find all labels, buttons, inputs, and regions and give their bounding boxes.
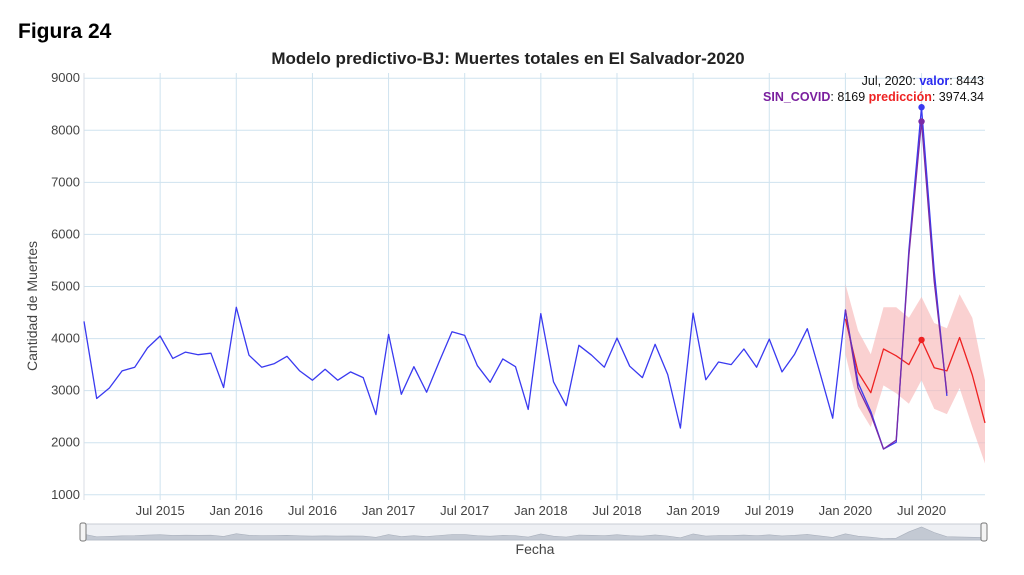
y-tick-label: 1000 [51,487,80,502]
x-tick-label: Jan 2020 [819,503,873,518]
hover-sin-covid-label: SIN_COVID [763,90,830,104]
y-axis-label: Cantidad de Muertes [24,241,40,371]
y-tick-label: 5000 [51,279,80,294]
hover-point-valor [918,104,925,111]
series-line-prediccion [844,318,986,424]
y-tick-label: 4000 [51,331,80,346]
x-tick-label: Jul 2019 [745,503,794,518]
figure-label: Figura 24 [18,20,112,43]
x-tick-label: Jan 2017 [362,503,416,518]
x-tick-label: Jul 2018 [592,503,641,518]
y-tick-label: 6000 [51,226,80,241]
y-tick-label: 7000 [51,174,80,189]
x-axis-label: Fecha [516,541,555,557]
hover-sin-covid-value: : 8169 [830,90,868,104]
x-tick-label: Jul 2020 [897,503,946,518]
series-line-sin-covid [844,120,948,450]
tick-layer: 1000 2000 3000 4000 5000 6000 7000 8000 9000 Jul … [51,70,946,518]
hover-valor-label: valor [919,74,949,88]
x-tick-label: Jan 2019 [666,503,720,518]
x-tick-label: Jul 2015 [136,503,185,518]
grid-layer [83,73,985,500]
x-tick-label: Jul 2016 [288,503,337,518]
hover-prediccion-label: predicción [869,90,932,104]
y-tick-label: 9000 [51,70,80,85]
hover-prediccion-value: : 3974.34 [932,90,984,104]
range-slider[interactable] [79,522,988,542]
y-tick-label: 8000 [51,122,80,137]
x-tick-label: Jan 2016 [210,503,264,518]
chart-title: Modelo predictivo-BJ: Muertes totales en… [271,49,744,68]
hover-marker-layer [918,104,925,344]
range-slider-handle-right[interactable] [980,522,988,542]
hover-date: Jul, 2020: [862,74,920,88]
y-tick-label: 2000 [51,435,80,450]
hover-point-sin-covid [918,118,925,125]
range-slider-handle-left[interactable] [79,522,87,542]
hover-info-line2: SIN_COVID: 8169 predicción: 3974.34 [763,90,984,104]
hover-point-prediccion [918,336,925,344]
x-tick-label: Jul 2017 [440,503,489,518]
y-tick-label: 3000 [51,383,80,398]
x-tick-label: Jan 2018 [514,503,568,518]
range-slider-minichart [83,526,986,541]
hover-info-line1: Jul, 2020: valor: 8443 [862,74,984,88]
hover-valor-value: : 8443 [949,74,984,88]
series-line-valor [83,106,948,450]
confidence-band-layer [845,283,985,464]
prediction-confidence-band [845,283,985,464]
series-layer [83,106,986,450]
